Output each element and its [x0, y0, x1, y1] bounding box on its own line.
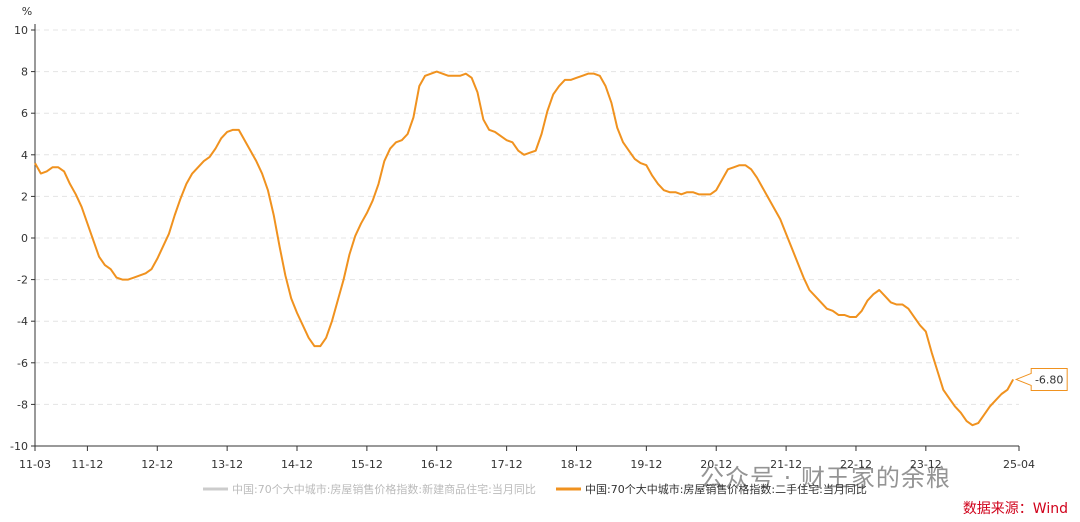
series-line-1 — [34, 70, 1015, 427]
legend[interactable]: 中国:70个大中城市:房屋销售价格指数:新建商品住宅:当月同比 中国:70个大中城… — [203, 482, 867, 496]
end-label-box — [1014, 367, 1068, 391]
legend-label-1: 中国:70个大中城市:房屋销售价格指数:二手住宅:当月同比 — [585, 482, 867, 496]
watermark-text: 公众号 · 财王家的余粮 — [700, 464, 951, 492]
x-tick-label: 22-12 — [840, 458, 872, 471]
end-label-value: -6.80 — [1035, 373, 1063, 386]
x-tick-label: 13-12 — [211, 458, 243, 471]
y-tick-label: 10 — [14, 24, 28, 37]
x-tick-label: 18-12 — [561, 458, 593, 471]
legend-label-0: 中国:70个大中城市:房屋销售价格指数:新建商品住宅:当月同比 — [232, 482, 536, 496]
y-tick-label: -8 — [17, 398, 28, 411]
y-tick-label: 0 — [21, 232, 28, 245]
y-tick-label: -2 — [17, 274, 28, 287]
y-tick-label: 4 — [21, 149, 28, 162]
data-source-note: 数据来源：Wind — [962, 501, 1068, 517]
x-tick-label: 11-12 — [71, 458, 103, 471]
y-tick-label: 8 — [21, 66, 28, 79]
x-tick-label: 17-12 — [491, 458, 523, 471]
y-tick-label: 6 — [21, 107, 28, 120]
x-tick-label: 23-12 — [910, 458, 942, 471]
y-tick-label: -6 — [17, 357, 28, 370]
y-axis: -10 -8 -6 -4 -2 0 2 4 6 8 10% — [10, 5, 36, 453]
end-value-label: -6.80 — [1014, 367, 1068, 391]
grid-lines — [35, 29, 1019, 405]
y-tick-label: 2 — [21, 190, 28, 203]
x-tick-label: 21-12 — [770, 458, 802, 471]
x-tick-label: 19-12 — [630, 458, 662, 471]
x-tick-label: 25-04 — [1003, 458, 1035, 471]
series-layer — [34, 70, 1015, 427]
y-tick-label: -10 — [10, 440, 28, 453]
x-tick-label: 15-12 — [351, 458, 383, 471]
x-tick-label: 14-12 — [281, 458, 313, 471]
x-tick-label: 11-03 — [19, 458, 51, 471]
x-tick-label: 12-12 — [141, 458, 173, 471]
x-axis: 11-03 11-12 12-12 13-12 14-12 15-12 16-12 17-12… — [19, 445, 1035, 471]
x-tick-label: 20-12 — [700, 458, 732, 471]
y-tick-label: -4 — [17, 315, 28, 328]
x-tick-label: 16-12 — [421, 458, 453, 471]
y-unit-label: % — [22, 5, 32, 18]
